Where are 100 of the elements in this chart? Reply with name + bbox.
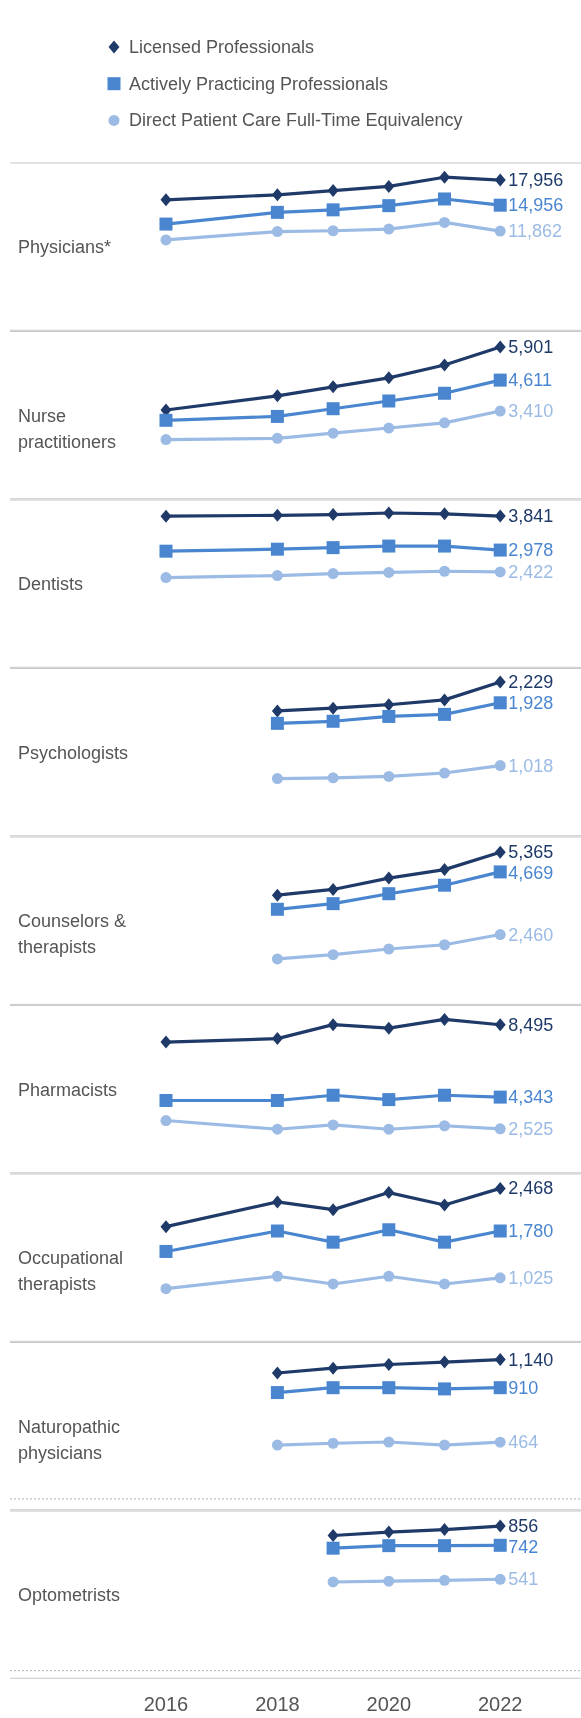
- point: [159, 217, 173, 231]
- point: [439, 1012, 451, 1026]
- point: [160, 234, 172, 246]
- point: [493, 1090, 507, 1104]
- point: [383, 1436, 395, 1448]
- point: [271, 953, 283, 965]
- text: Psychologists: [18, 742, 129, 763]
- point: [160, 1115, 172, 1127]
- point: [270, 716, 284, 730]
- point: [327, 772, 339, 784]
- legend-label: Actively Practicing Professionals: [129, 73, 389, 94]
- point: [383, 698, 395, 712]
- point: [383, 223, 395, 235]
- point: [383, 506, 395, 520]
- text: Pharmacists: [18, 1079, 118, 1100]
- point: [271, 432, 283, 444]
- point: [493, 373, 507, 387]
- point: [327, 427, 339, 439]
- point: [383, 770, 395, 782]
- point: [327, 1018, 339, 1032]
- data-label: 1,780: [508, 1221, 554, 1242]
- point: [159, 413, 173, 427]
- point: [439, 216, 451, 228]
- point: [438, 192, 452, 206]
- data-label: 910: [508, 1377, 539, 1398]
- point: [439, 1120, 451, 1132]
- point: [494, 566, 506, 578]
- point: [439, 417, 451, 429]
- point: [382, 1223, 396, 1237]
- point: [438, 1088, 452, 1102]
- data-label: 2,468: [508, 1178, 554, 1199]
- point: [439, 565, 451, 577]
- data-label: 11,862: [508, 221, 562, 242]
- x-tick-label: 2018: [255, 1693, 300, 1716]
- data-label: 541: [508, 1569, 539, 1590]
- point: [383, 943, 395, 955]
- point: [382, 1381, 396, 1395]
- point: [438, 1235, 452, 1249]
- point: [439, 507, 451, 521]
- point: [382, 394, 396, 408]
- data-label: 2,525: [508, 1118, 554, 1139]
- point: [271, 1439, 283, 1451]
- point: [327, 568, 339, 580]
- point: [327, 225, 339, 237]
- data-label: 17,956: [508, 170, 564, 191]
- data-label: 856: [508, 1516, 539, 1537]
- point: [439, 1439, 451, 1451]
- point: [327, 184, 339, 198]
- text: Optometrists: [18, 1585, 121, 1606]
- point: [494, 675, 506, 689]
- point: [438, 1382, 452, 1396]
- data-label: 3,841: [508, 506, 554, 527]
- point: [160, 434, 172, 446]
- point: [383, 179, 395, 193]
- point: [270, 902, 284, 916]
- data-label: 1,018: [508, 755, 554, 776]
- point: [327, 1529, 339, 1542]
- text: Occupational therapists: [18, 1248, 124, 1295]
- point: [438, 878, 452, 892]
- point: [438, 707, 452, 721]
- point: [271, 1032, 283, 1046]
- point: [438, 539, 452, 553]
- point: [383, 1270, 395, 1282]
- point: [383, 566, 395, 578]
- data-label: 14,956: [508, 195, 564, 216]
- data-label: 2,422: [508, 561, 554, 582]
- point: [494, 1436, 506, 1448]
- data-label: 2,460: [508, 924, 554, 945]
- point: [438, 386, 452, 400]
- point: [493, 1381, 507, 1395]
- point: [326, 1088, 340, 1102]
- text: Counselors & therapists: [18, 911, 127, 958]
- legend-label: Licensed Professionals: [129, 37, 315, 57]
- text: Nurse practitioners: [18, 405, 117, 452]
- point: [327, 1437, 339, 1449]
- point: [159, 1093, 173, 1107]
- point: [383, 1525, 395, 1539]
- point: [438, 1539, 452, 1553]
- point: [383, 871, 395, 885]
- point: [494, 1272, 506, 1284]
- point: [439, 358, 451, 372]
- point: [271, 226, 283, 238]
- point: [439, 693, 451, 707]
- data-label: 2,229: [508, 672, 554, 693]
- point: [160, 1283, 172, 1295]
- point: [383, 1186, 395, 1200]
- point: [327, 508, 339, 522]
- point: [160, 193, 172, 207]
- point: [271, 570, 283, 582]
- point: [382, 709, 396, 723]
- data-label: 5,365: [508, 842, 554, 863]
- point: [494, 173, 506, 187]
- text: Dentists: [18, 574, 84, 595]
- data-label: 1,025: [508, 1267, 554, 1288]
- point: [383, 1123, 395, 1135]
- point: [439, 863, 451, 877]
- point: [383, 1357, 395, 1371]
- text: Physicians*: [18, 237, 112, 258]
- point: [327, 701, 339, 715]
- data-label: 4,611: [508, 370, 552, 391]
